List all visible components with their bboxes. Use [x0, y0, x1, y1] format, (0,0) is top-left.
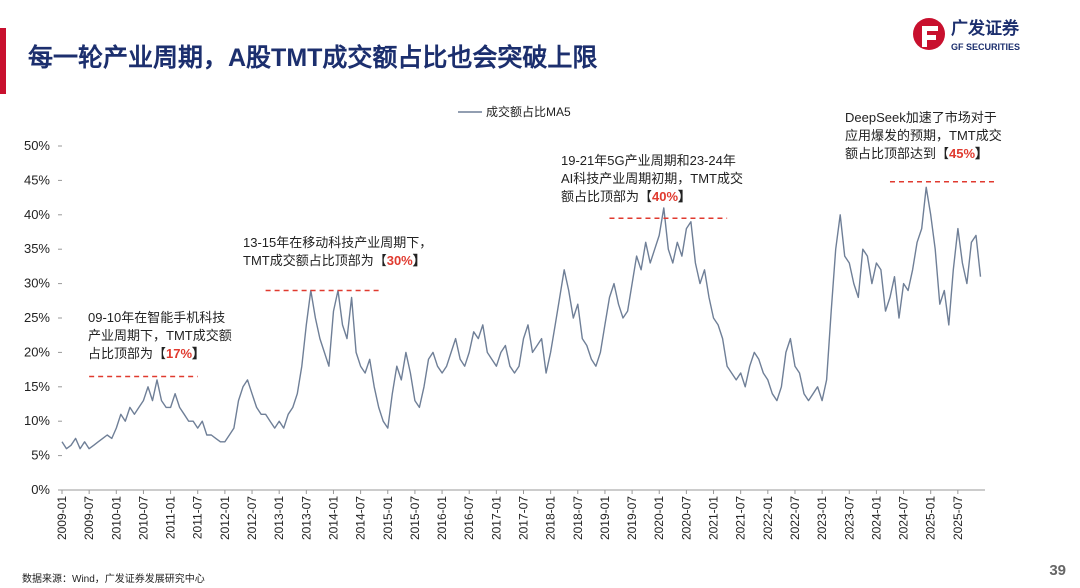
annotation-suffix: 】 [192, 346, 205, 361]
y-tick-label: 20% [24, 344, 50, 359]
x-tick-label: 2010-07 [136, 496, 150, 540]
logo-mark [922, 26, 938, 47]
annotation-line: 应用爆发的预期，TMT成交 [845, 128, 1002, 143]
x-tick-label: 2019-07 [625, 496, 639, 540]
annotation-suffix: 】 [678, 189, 691, 204]
x-tick-label: 2014-01 [326, 496, 340, 540]
x-tick-label: 2025-01 [924, 496, 938, 540]
y-tick-label: 45% [24, 172, 50, 187]
annotation-line: 09-10年在智能手机科技 [88, 310, 225, 325]
x-tick-label: 2024-07 [897, 496, 911, 540]
logo-icon [913, 18, 945, 50]
annotation-text: 13-15年在移动科技产业周期下， [243, 235, 432, 250]
annotation-highlight: 30% [387, 253, 413, 268]
x-tick-label: 2018-07 [571, 496, 585, 540]
x-tick-label: 2017-01 [489, 496, 503, 540]
x-tick-label: 2009-01 [55, 496, 69, 540]
legend-label: 成交额占比MA5 [486, 104, 571, 119]
annotation-suffix: 】 [413, 253, 426, 268]
annotation-line: AI科技产业周期初期，TMT成交 [561, 171, 743, 186]
x-tick-label: 2022-01 [761, 496, 775, 540]
x-tick-label: 2009-07 [82, 496, 96, 540]
x-tick-label: 2015-01 [381, 496, 395, 540]
annotation-text: 占比顶部为【 [88, 346, 166, 361]
y-tick-label: 50% [24, 138, 50, 153]
x-tick-label: 2013-01 [272, 496, 286, 540]
x-tick-label: 2023-07 [842, 496, 856, 540]
y-tick-label: 15% [24, 379, 50, 394]
annotation-text: 09-10年在智能手机科技 [88, 310, 225, 325]
x-tick-label: 2012-01 [218, 496, 232, 540]
x-tick-label: 2016-01 [435, 496, 449, 540]
accent-bar [0, 28, 6, 94]
logo-subname: GF SECURITIES [951, 42, 1020, 52]
y-tick-label: 0% [31, 482, 50, 497]
data-line [61, 186, 982, 450]
annotation-text: TMT成交额占比顶部为【 [243, 253, 387, 268]
annotation-line: 产业周期下，TMT成交额 [88, 328, 232, 343]
annotation-highlight: 45% [949, 146, 975, 161]
x-tick-label: 2021-07 [734, 496, 748, 540]
y-tick-label: 35% [24, 241, 50, 256]
annotation-text: DeepSeek加速了市场对于 [845, 110, 997, 125]
annotation-text: AI科技产业周期初期，TMT成交 [561, 171, 743, 186]
annotation-text: 额占比顶部达到【 [845, 146, 949, 161]
y-tick-label: 30% [24, 276, 50, 291]
annotation-text: 产业周期下，TMT成交额 [88, 328, 232, 343]
annotation-text: 19-21年5G产业周期和23-24年 [561, 153, 736, 168]
annotation-highlight: 17% [166, 346, 192, 361]
x-tick-label: 2017-07 [517, 496, 531, 540]
y-tick-label: 5% [31, 448, 50, 463]
annotation-text: 应用爆发的预期，TMT成交 [845, 128, 1002, 143]
annotation-highlight: 40% [652, 189, 678, 204]
annotation-line: 19-21年5G产业周期和23-24年 [561, 153, 736, 168]
x-tick-label: 2014-07 [354, 496, 368, 540]
slide-title: 每一轮产业周期，A股TMT成交额占比也会突破上限 [28, 43, 597, 72]
annotation-suffix: 】 [975, 146, 988, 161]
annotation-line: 额占比顶部为【40%】 [561, 189, 691, 204]
x-tick-label: 2024-01 [869, 496, 883, 540]
y-tick-label: 25% [24, 310, 50, 325]
y-tick-label: 40% [24, 207, 50, 222]
logo-name: 广发证券 [951, 18, 1020, 38]
x-tick-label: 2011-07 [191, 496, 205, 539]
annotation-line: 占比顶部为【17%】 [88, 346, 205, 361]
x-tick-label: 2011-01 [164, 496, 178, 539]
annotation-line: TMT成交额占比顶部为【30%】 [243, 253, 426, 268]
x-tick-label: 2016-07 [462, 496, 476, 540]
x-tick-label: 2013-07 [299, 496, 313, 540]
source-note: 数据来源：Wind，广发证券发展研究中心 [22, 572, 205, 585]
x-tick-label: 2010-01 [109, 496, 123, 540]
x-tick-label: 2012-07 [245, 496, 259, 540]
x-tick-label: 2015-07 [408, 496, 422, 540]
annotation-line: DeepSeek加速了市场对于 [845, 110, 997, 125]
logo: 广发证券 GF SECURITIES [913, 18, 1020, 52]
y-tick-label: 10% [24, 413, 50, 428]
x-tick-label: 2025-07 [951, 496, 965, 540]
x-tick-label: 2019-01 [598, 496, 612, 540]
x-tick-label: 2021-01 [707, 496, 721, 540]
x-tick-label: 2018-01 [544, 496, 558, 540]
annotation-text: 额占比顶部为【 [561, 189, 652, 204]
annotation-line: 额占比顶部达到【45%】 [845, 146, 988, 161]
annotation-line: 13-15年在移动科技产业周期下， [243, 235, 432, 250]
x-tick-label: 2022-07 [788, 496, 802, 540]
x-tick-label: 2023-01 [815, 496, 829, 540]
page-number: 39 [1049, 562, 1066, 579]
x-tick-label: 2020-01 [652, 496, 666, 540]
x-tick-label: 2020-07 [679, 496, 693, 540]
